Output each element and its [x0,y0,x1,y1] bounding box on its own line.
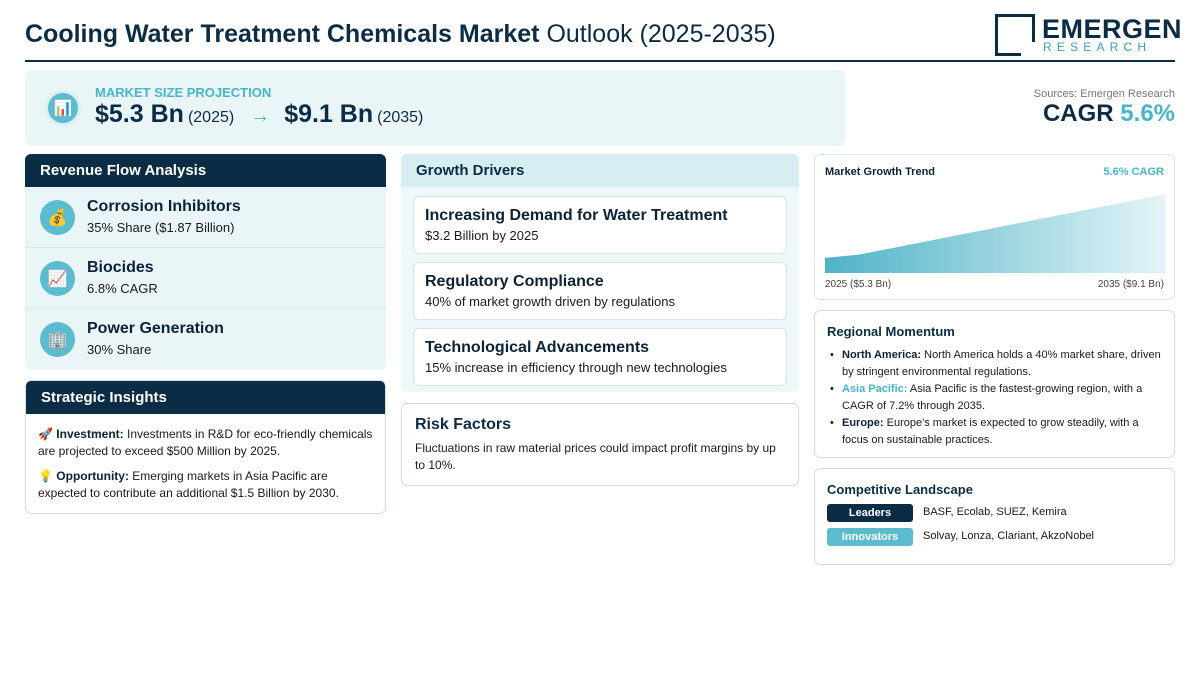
list-item: Asia Pacific: Asia Pacific is the fastes… [827,381,1167,415]
lightbulb-icon: 💡 [38,469,53,483]
insight-text: Emerging markets in Asia Pacific are exp… [38,469,339,500]
cagr-figure: CAGR 5.6% [1043,100,1175,128]
projection-end-year: (2035) [377,109,424,126]
region-text: Europe's market is expected to grow stea… [842,417,1139,446]
competitor-list: BASF, Ecolab, SUEZ, Kemira [923,506,1067,518]
page-header: Cooling Water Treatment Chemicals Market… [25,12,1182,62]
arrow-right-icon: → [250,105,271,127]
region-name: North America: [842,349,922,361]
strategic-insights-title: Strategic Insights [26,381,385,414]
regional-momentum-panel: Regional Momentum North America: North A… [814,310,1175,458]
driver-card: Increasing Demand for Water Treatment $3… [413,196,787,254]
risk-factors-desc: Fluctuations in raw material prices coul… [415,441,776,472]
sources-note: Sources: Emergen Research [1033,88,1175,100]
projection-start-value: $5.3 Bn [95,100,184,128]
revenue-item: 🏢 Power Generation 30% Share [25,309,386,370]
revenue-item-desc: 6.8% CAGR [87,281,158,296]
driver-desc: 15% increase in efficiency through new t… [425,360,727,375]
driver-title: Regulatory Compliance [425,273,604,290]
money-bag-icon: 💰 [40,200,75,235]
regional-momentum-title: Regional Momentum [827,324,955,339]
driver-desc: 40% of market growth driven by regulatio… [425,294,676,309]
page-title: Cooling Water Treatment Chemicals Market… [25,20,776,49]
page-title-rest: Outlook (2025-2035) [546,20,776,48]
revenue-flow-panel: Revenue Flow Analysis 💰 Corrosion Inhibi… [25,154,386,370]
region-text: Asia Pacific is the fastest-growing regi… [842,383,1143,412]
region-name: Asia Pacific: [842,383,908,395]
growth-drivers-panel: Growth Drivers Increasing Demand for Wat… [401,154,799,392]
insight-label: Investment: [56,427,124,441]
driver-card: Technological Advancements 15% increase … [413,328,787,386]
insight-label: Opportunity: [56,469,129,483]
list-item: Europe: Europe's market is expected to g… [827,415,1167,449]
trend-chart-icon: 📈 [40,261,75,296]
driver-title: Increasing Demand for Water Treatment [425,207,728,224]
strategic-insights-panel: Strategic Insights 🚀 Investment: Investm… [25,380,386,514]
insight-text: Investments in R&D for eco-friendly chem… [38,427,373,458]
bar-chart-icon: 📊 [45,90,81,126]
chart-x-start-label: 2025 ($5.3 Bn) [825,279,892,290]
projection-values: $5.3 Bn (2025) → $9.1 Bn (2035) [95,100,423,129]
market-growth-trend-chart: Market Growth Trend 5.6% CAGR 2025 ($5.3… [814,154,1175,300]
projection-label: MARKET SIZE PROJECTION [95,85,272,100]
region-text: North America holds a 40% market share, … [842,349,1161,378]
page-title-bold: Cooling Water Treatment Chemicals Market [25,20,540,48]
revenue-item-name: Biocides [87,259,154,276]
chart-plot [825,194,1165,273]
projection-start-year: (2025) [187,109,235,126]
emergen-logo: EMERGEN RESEARCH [995,14,1182,56]
projection-end-value: $9.1 Bn [284,100,374,128]
cagr-value: 5.6% [1120,100,1175,127]
revenue-item-desc: 30% Share [87,342,152,357]
chart-x-end-label: 2035 ($9.1 Bn) [1097,279,1164,290]
list-item: North America: North America holds a 40%… [827,347,1167,381]
revenue-flow-title: Revenue Flow Analysis [25,154,386,187]
market-size-projection: 📊 MARKET SIZE PROJECTION $5.3 Bn (2025) → $… [25,70,845,146]
chart-area-series [825,194,1165,273]
driver-title: Technological Advancements [425,339,650,356]
revenue-item-name: Corrosion Inhibitors [87,198,241,215]
driver-desc: $3.2 Billion by 2025 [425,228,539,243]
chart-title: Market Growth Trend [825,166,936,178]
insight-investment: 🚀 Investment: Investments in R&D for eco… [38,426,373,460]
revenue-item-name: Power Generation [87,320,224,337]
growth-drivers-title: Growth Drivers [401,154,799,187]
driver-card: Regulatory Compliance 40% of market grow… [413,262,787,320]
risk-factors-title: Risk Factors [415,416,512,433]
region-name: Europe: [842,417,884,429]
insight-opportunity: 💡 Opportunity: Emerging markets in Asia … [38,468,373,502]
competitor-tag: Innovators [827,528,913,546]
competitive-landscape-title: Competitive Landscape [827,482,973,497]
risk-factors-panel: Risk Factors Fluctuations in raw materia… [401,403,799,486]
logo-sub-text: RESEARCH [1043,40,1152,54]
logo-main-text: EMERGEN [1042,14,1183,44]
rocket-icon: 🚀 [38,427,53,441]
revenue-item: 💰 Corrosion Inhibitors 35% Share ($1.87 … [25,187,386,248]
regional-list: North America: North America holds a 40%… [827,347,1167,449]
building-icon: 🏢 [40,322,75,357]
chart-annotation: 5.6% CAGR [1103,166,1164,178]
competitor-tag: Leaders [827,504,913,522]
revenue-item-desc: 35% Share ($1.87 Billion) [87,220,235,235]
logo-mark-icon [995,14,1035,56]
competitor-list: Solvay, Lonza, Clariant, AkzoNobel [923,530,1094,542]
revenue-item: 📈 Biocides 6.8% CAGR [25,248,386,309]
competitive-landscape-panel: Competitive Landscape Leaders BASF, Ecol… [814,468,1175,565]
cagr-label: CAGR [1042,100,1114,127]
